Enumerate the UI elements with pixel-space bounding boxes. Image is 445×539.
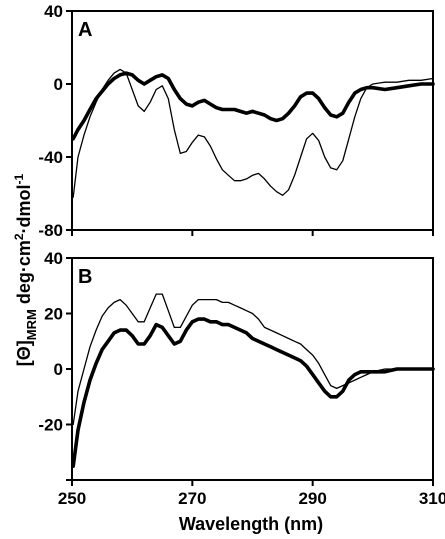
spectrum-line-thin [72,293,434,426]
panel-label: B [78,266,92,288]
y-tick-label: -20 [38,416,63,435]
y-axis-label-sub: MRM [24,309,39,340]
y-tick-label: 0 [54,360,63,379]
x-tick-label: 250 [58,489,86,508]
y-axis-label-main: [Θ] [14,340,34,366]
plot-frame [71,10,434,231]
spectrum-line-thick [71,71,435,141]
y-axis-label-sup1: 2 [12,233,26,240]
y-axis-label-sup2: -1 [12,173,26,184]
panel-label: A [78,19,92,41]
x-tick-label: 290 [298,489,326,508]
y-tick-label: -80 [38,221,63,240]
y-axis-label: [Θ]MRM deg·cm2·dmol-1 [12,173,39,366]
x-tick-label: 310 [419,489,445,508]
y-axis-label-units: deg·cm [14,240,34,309]
x-tick-label: 270 [178,489,206,508]
y-tick-label: 0 [54,75,63,94]
spectrum-line-thick [71,317,435,468]
panel-a: -80 -40 0 40 A [38,2,435,240]
plot-frame [71,257,434,481]
spectrum-line-thin [72,68,434,198]
y-tick-label: 40 [44,249,63,268]
y-tick-label: 20 [44,305,63,324]
y-axis-label-units2: ·dmol [14,184,34,233]
panel-b: -20 0 20 40 250 270 290 310 B [38,249,445,508]
y-tick-label: 40 [44,2,63,21]
y-tick-label: -40 [38,148,63,167]
x-axis-label: Wavelength (nm) [179,514,323,534]
